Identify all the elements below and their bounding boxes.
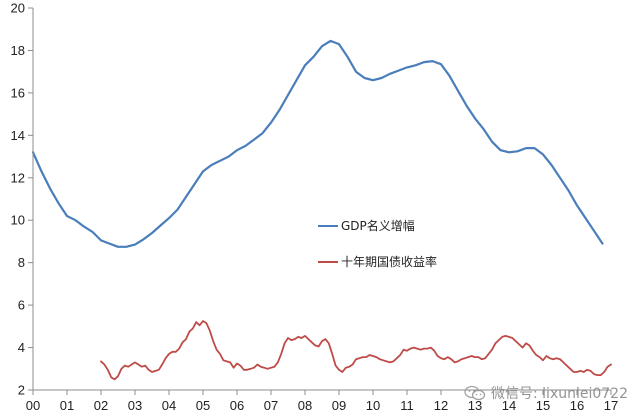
y-tick-label: 12: [11, 170, 25, 185]
x-tick-label: 12: [434, 398, 448, 413]
watermark-text: 微信号: lixunlei0722: [491, 386, 628, 402]
x-tick-label: 04: [162, 398, 176, 413]
x-tick-label: 13: [468, 398, 482, 413]
x-tick-label: 06: [230, 398, 244, 413]
y-tick-label: 4: [18, 340, 25, 355]
x-tick-label: 00: [26, 398, 40, 413]
x-tick-label: 01: [60, 398, 74, 413]
x-tick-label: 17: [604, 398, 618, 413]
y-axis-ticks: 2 4 6 8 10 12 14 16 18 20: [11, 1, 33, 398]
x-tick-label: 11: [400, 398, 414, 413]
y-tick-label: 20: [11, 1, 25, 16]
x-tick-label: 05: [196, 398, 210, 413]
y-tick-label: 10: [11, 213, 25, 228]
legend: GDP名义增幅 十年期国债收益率: [318, 218, 437, 269]
watermark: 微信号: lixunlei0722: [464, 383, 628, 403]
x-tick-label: 16: [570, 398, 584, 413]
x-tick-label: 08: [298, 398, 312, 413]
y-tick-label: 18: [11, 43, 25, 58]
legend-label-gdp: GDP名义增幅: [341, 218, 415, 233]
x-axis-ticks: 00 01 02 03 04 05 06 07 08 09 10 11 12 13 14 15 16 17: [26, 390, 618, 413]
series-line-bond-yield: [100, 320, 612, 381]
y-tick-label: 14: [11, 128, 25, 143]
series-line-gdp: [31, 39, 604, 248]
x-tick-label: 15: [536, 398, 550, 413]
x-tick-label: 10: [366, 398, 380, 413]
x-tick-label: 14: [502, 398, 516, 413]
x-tick-label: 02: [94, 398, 108, 413]
legend-entry-gdp: GDP名义增幅: [318, 218, 415, 233]
legend-label-bond: 十年期国债收益率: [341, 254, 437, 269]
series-lines: [31, 39, 612, 381]
axes: [32, 8, 611, 391]
wechat-icon: [464, 385, 486, 401]
x-tick-label: 03: [128, 398, 142, 413]
legend-entry-bond: 十年期国债收益率: [318, 254, 437, 269]
x-tick-label: 07: [264, 398, 278, 413]
y-tick-label: 6: [18, 298, 25, 313]
y-tick-label: 16: [11, 85, 25, 100]
x-tick-label: 09: [332, 398, 346, 413]
y-tick-label: 2: [18, 383, 25, 398]
y-tick-label: 8: [18, 255, 25, 270]
